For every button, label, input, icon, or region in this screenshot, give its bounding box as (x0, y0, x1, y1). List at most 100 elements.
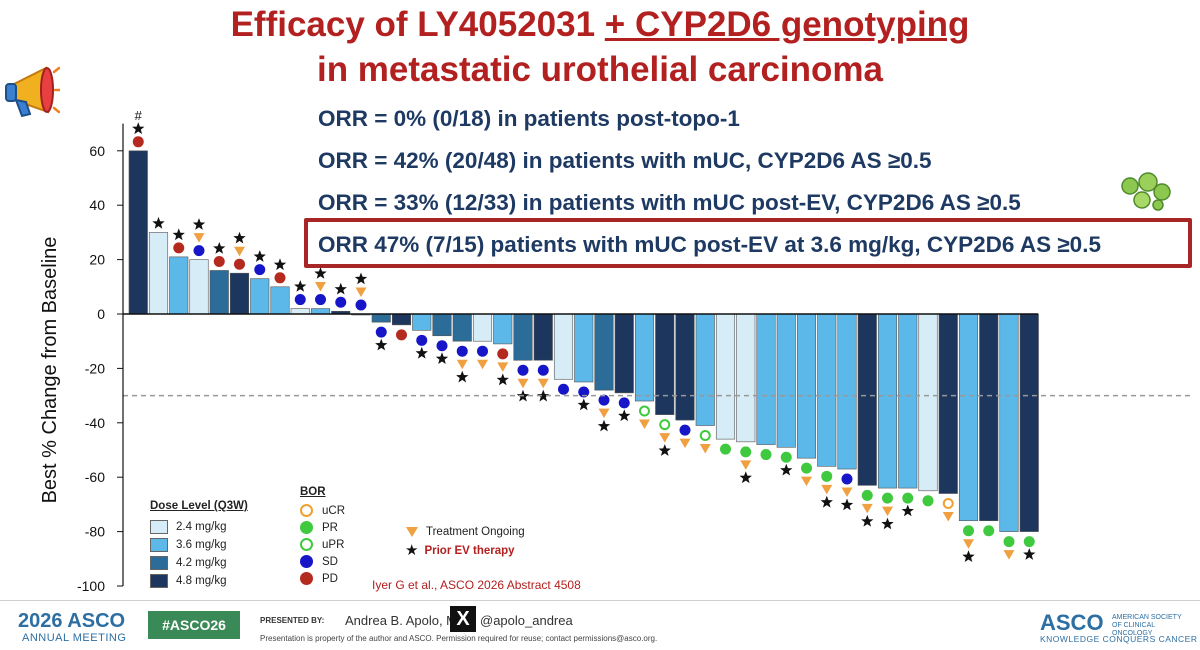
asco-logo: ASCO (1040, 610, 1104, 635)
waterfall-bar (796, 313, 817, 459)
bor-marker-pr (720, 443, 731, 455)
ongoing-triangle-marker (882, 506, 893, 517)
bor-legend: uCR PR uPR SD PD (300, 502, 345, 587)
slide-title: Efficacy of LY4052031 + CYP2D6 genotypin… (0, 2, 1200, 92)
prior-ev-star-marker (435, 352, 449, 364)
bor-marker-upr (699, 430, 711, 442)
ongoing-legend: Treatment Ongoing (405, 526, 525, 538)
prior-ev-star-marker (273, 258, 287, 271)
waterfall-bar (715, 313, 736, 440)
waterfall-bar (472, 313, 493, 342)
orr-line-4: ORR 47% (7/15) patients with mUC post-EV… (318, 232, 1101, 257)
bor-marker-sd (315, 294, 326, 306)
bor-legend-item: uCR (300, 502, 345, 519)
waterfall-chart: Best % Change from Baseline 60 40 20 0 -20 -4… (39, 108, 1190, 594)
bor-legend-item: PD (300, 570, 345, 587)
bor-marker-sd (618, 397, 630, 409)
ongoing-triangle-marker (861, 503, 873, 514)
asco-tagline: KNOWLEDGE CONQUERS CANCER (1040, 634, 1198, 644)
bor-marker-sd (294, 294, 306, 306)
bars (128, 150, 1039, 532)
x-logo-icon: X (450, 606, 476, 632)
bor-marker-sd (598, 394, 610, 406)
waterfall-bar (148, 232, 169, 315)
ucr-circle-icon (300, 504, 313, 517)
bor-legend-item: uPR (300, 536, 345, 553)
prior-ev-star-marker (152, 216, 165, 229)
prior-ev-star-marker (334, 282, 347, 295)
pd-circle-icon (300, 572, 313, 585)
dose-label: 3.6 mg/kg (176, 539, 227, 551)
waterfall-bar (877, 313, 898, 489)
title-part2: + CYP2D6 genotyping (604, 5, 970, 44)
title-line2: in metastatic urothelial carcinoma (316, 50, 883, 89)
prior-ev-star-marker (172, 228, 185, 241)
bor-marker-pr (983, 525, 995, 537)
molecule-icon (1121, 172, 1171, 211)
hashtag-badge: #ASCO26 (148, 611, 240, 639)
y-tick-label: 40 (89, 197, 105, 213)
bor-marker-pd (173, 242, 185, 254)
ongoing-triangle-marker (963, 539, 974, 549)
orr-line-3: ORR = 33% (12/33) in patients with mUC p… (318, 190, 1021, 215)
waterfall-bar (756, 313, 776, 445)
upr-circle-icon (300, 538, 313, 551)
waterfall-bar (918, 313, 938, 492)
prior-ev-star-marker (213, 242, 226, 254)
prior-ev-star-marker (537, 389, 550, 402)
waterfall-bar (614, 313, 634, 394)
bor-marker-sd (355, 299, 367, 311)
bor-marker-pr (902, 492, 914, 504)
waterfall-bar (553, 313, 574, 380)
prior-ev-label: Prior EV therapy (424, 545, 515, 557)
prior-ev-star-marker (354, 272, 368, 285)
waterfall-bar (817, 313, 837, 467)
y-tick-label: 60 (89, 143, 105, 159)
bor-marker-sd (416, 334, 428, 346)
prior-ev-star-marker (739, 471, 752, 484)
waterfall-bar (493, 313, 513, 345)
y-tick-label: 20 (89, 252, 105, 268)
prior-ev-star-marker (780, 463, 793, 476)
ongoing-triangle-marker (821, 484, 833, 495)
bor-marker-sd (456, 345, 468, 357)
pr-circle-icon (300, 521, 313, 534)
waterfall-bar (655, 313, 675, 415)
asco-society-name: AMERICAN SOCIETY OF CLINICAL ONCOLOGY (1112, 614, 1182, 637)
bor-label: PD (322, 572, 338, 585)
bor-marker-sd (477, 345, 488, 357)
prior-ev-star-marker (881, 517, 894, 530)
asco-annual-meeting: ANNUAL MEETING (22, 632, 127, 644)
citation: Iyer G et al., ASCO 2026 Abstract 4508 (372, 578, 581, 592)
waterfall-bar (574, 313, 594, 383)
dose-legend-item: 4.8 mg/kg (150, 572, 227, 590)
dose-swatch-4-2 (150, 556, 168, 570)
waterfall-bar (979, 313, 999, 522)
dose-legend-item: 2.4 mg/kg (150, 518, 227, 536)
ongoing-triangle-marker (497, 362, 509, 372)
waterfall-bar (837, 313, 857, 470)
prior-ev-star-marker (618, 409, 631, 422)
waterfall-bar (634, 313, 655, 402)
bor-marker-sd (375, 326, 387, 338)
bor-marker-sd (517, 364, 529, 376)
dose-legend-item: 4.2 mg/kg (150, 554, 227, 572)
presented-by-label: PRESENTED BY: (260, 616, 325, 625)
waterfall-bar (371, 313, 391, 323)
ongoing-triangle-marker (193, 233, 205, 243)
bor-marker-pd (497, 348, 509, 360)
dose-swatch-4-8 (150, 574, 168, 588)
waterfall-bar (432, 313, 452, 337)
bor-marker-sd (335, 296, 347, 308)
prior-ev-star-marker (132, 122, 145, 135)
waterfall-bar (938, 313, 958, 494)
waterfall-bar (594, 313, 614, 391)
waterfall-bar (310, 308, 331, 315)
bor-label: uCR (322, 504, 346, 517)
footer-divider (0, 600, 1200, 601)
ongoing-triangle-icon (406, 527, 418, 537)
waterfall-bar (533, 313, 553, 361)
bor-marker-pr (821, 470, 833, 482)
ongoing-triangle-marker (234, 246, 245, 257)
megaphone-icon (5, 66, 60, 118)
